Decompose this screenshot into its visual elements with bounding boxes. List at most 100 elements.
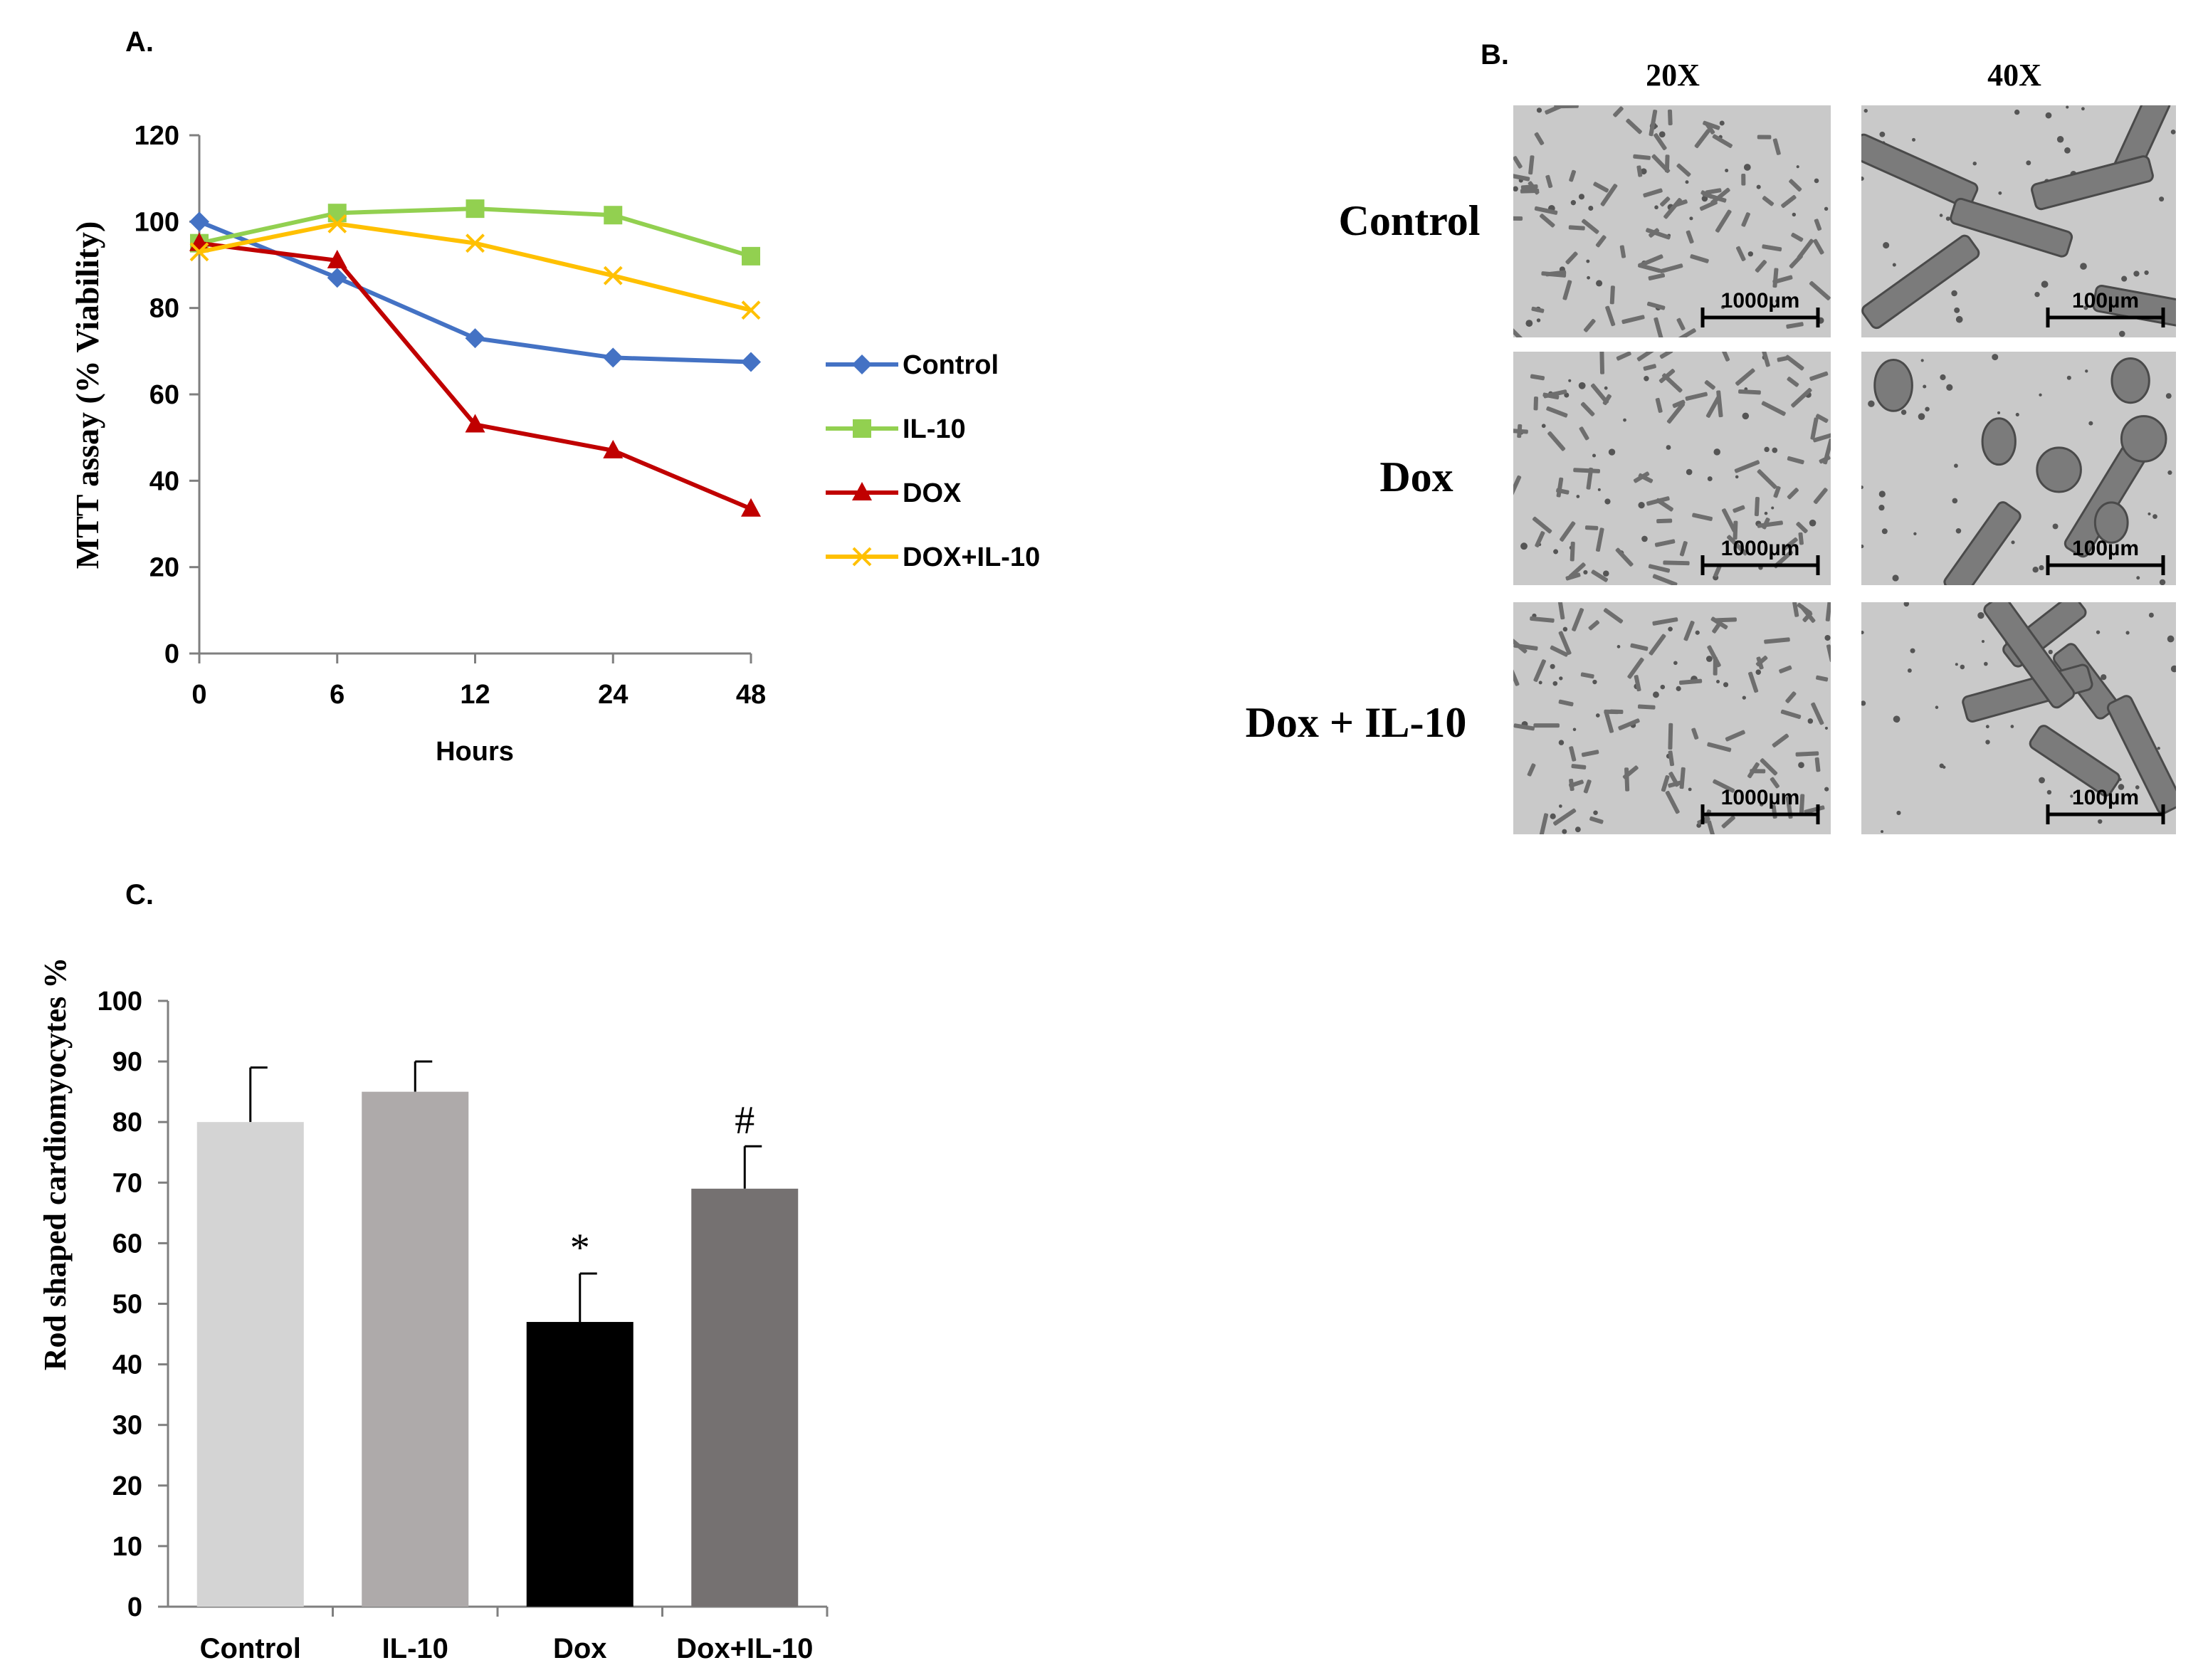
speckle — [1673, 661, 1678, 666]
data-point-3-4 — [741, 300, 761, 320]
micrograph-r2-c1: 100µm — [1861, 602, 2176, 834]
speckle — [2052, 523, 2059, 530]
rod-cell — [1686, 230, 1694, 244]
rod-cell — [1735, 368, 1755, 386]
rod-cell — [1513, 428, 1528, 434]
rod-cell — [1690, 254, 1709, 263]
speckle — [1940, 374, 1946, 381]
rod-cell — [1619, 245, 1626, 258]
speckle — [1536, 107, 1542, 113]
col-header-40x: 40X — [1987, 58, 2041, 93]
rod-cell — [1772, 138, 1781, 155]
rod-cell — [1733, 520, 1738, 540]
rod-cell — [1704, 380, 1715, 390]
speckle — [1807, 718, 1814, 724]
speckle — [1536, 318, 1541, 322]
rod-cell — [1787, 377, 1799, 387]
rod-cell — [1713, 565, 1722, 577]
rod-cell — [1618, 718, 1640, 730]
rod-cell — [1713, 779, 1735, 793]
data-point-3-3 — [603, 266, 623, 285]
rod-cell — [1741, 212, 1750, 227]
speckle — [1520, 542, 1528, 550]
data-point-2-3 — [603, 439, 624, 458]
rod-cell — [1654, 133, 1667, 150]
speckle — [1707, 476, 1713, 482]
scale-bar-label: 100µm — [2072, 289, 2139, 313]
rod-cell — [1513, 475, 1522, 498]
rod-cell — [1634, 675, 1641, 692]
rod-cell — [1825, 602, 1831, 621]
speckle — [1824, 787, 1829, 792]
speckle — [1824, 726, 1828, 730]
speckle — [1743, 164, 1751, 171]
rod-cell — [1705, 396, 1720, 418]
line-chart-x-tick-label: 48 — [736, 680, 766, 710]
speckle — [2034, 291, 2040, 298]
bar-chart-y-tick-label: 90 — [112, 1047, 142, 1077]
data-point-1-2 — [466, 199, 485, 219]
speckle — [1640, 168, 1647, 175]
rod-cell — [1787, 488, 1799, 500]
legend-label-2: DOX — [903, 478, 962, 508]
significance-mark-3: # — [735, 1098, 755, 1143]
speckle — [1587, 275, 1590, 280]
speckle — [1925, 406, 1930, 411]
speckle — [1861, 177, 1864, 181]
speckle — [1868, 400, 1875, 407]
speckle — [1861, 485, 1863, 489]
rod-cell — [1762, 518, 1770, 530]
speckle — [2125, 631, 2130, 635]
micrograph-r1-c0: 1000µm — [1513, 352, 1831, 585]
rod-cell-large — [1861, 133, 1979, 209]
line-chart-y-tick-label: 40 — [149, 466, 179, 496]
speckle — [1592, 453, 1597, 458]
speckle — [1747, 251, 1753, 257]
line-chart-x-label: Hours — [436, 737, 514, 767]
rod-cell — [1605, 305, 1616, 327]
rounded-cell — [2093, 501, 2129, 544]
bar-chart: 0 10 20 30 40 50 60 70 80 90 100 Control IL-10 * Dox # D… — [98, 987, 829, 1664]
data-point-0-1 — [327, 268, 347, 288]
rod-cell-large — [1943, 501, 2022, 585]
rod-cell — [1814, 219, 1822, 231]
speckle — [1955, 315, 1963, 323]
speckle — [1939, 214, 1943, 217]
rod-cell — [1513, 723, 1535, 731]
speckle — [1742, 695, 1746, 700]
rod-cell — [1663, 560, 1690, 566]
speckle — [1985, 740, 1990, 745]
rod-cell — [1649, 109, 1658, 137]
rod-cell — [1676, 328, 1696, 337]
rod-cell — [1534, 132, 1545, 145]
data-point-0-0 — [189, 211, 209, 232]
speckle — [1863, 108, 1868, 113]
rounded-cell — [1873, 359, 1913, 412]
rod-cell — [1557, 602, 1565, 620]
data-point-2-4 — [741, 498, 761, 517]
speckle — [1604, 498, 1611, 505]
rod-cell — [1583, 319, 1596, 332]
rod-cell — [1705, 188, 1722, 195]
speckle — [1755, 669, 1762, 675]
speckle — [2032, 567, 2039, 573]
data-point-0-3 — [603, 347, 624, 368]
speckle — [1553, 549, 1559, 555]
speckle — [1576, 495, 1580, 498]
speckle — [2088, 421, 2093, 426]
data-point-3-2 — [466, 233, 485, 253]
rod-cell — [1646, 496, 1670, 506]
speckle — [1623, 418, 1626, 422]
speckle — [1654, 205, 1658, 210]
rod-cell-large — [1950, 197, 2073, 258]
rod-cell — [1799, 604, 1816, 623]
speckle — [1668, 626, 1673, 632]
speckle — [2066, 105, 2069, 109]
rod-cell — [1615, 547, 1634, 567]
line-chart-y-label: MTT assay (% Viability) — [69, 221, 105, 569]
bar-chart-y-tick-label: 50 — [112, 1290, 142, 1320]
speckle — [1538, 681, 1542, 685]
rod-cell — [1553, 808, 1577, 826]
speckle — [1604, 386, 1608, 390]
speckle — [1861, 545, 1864, 549]
